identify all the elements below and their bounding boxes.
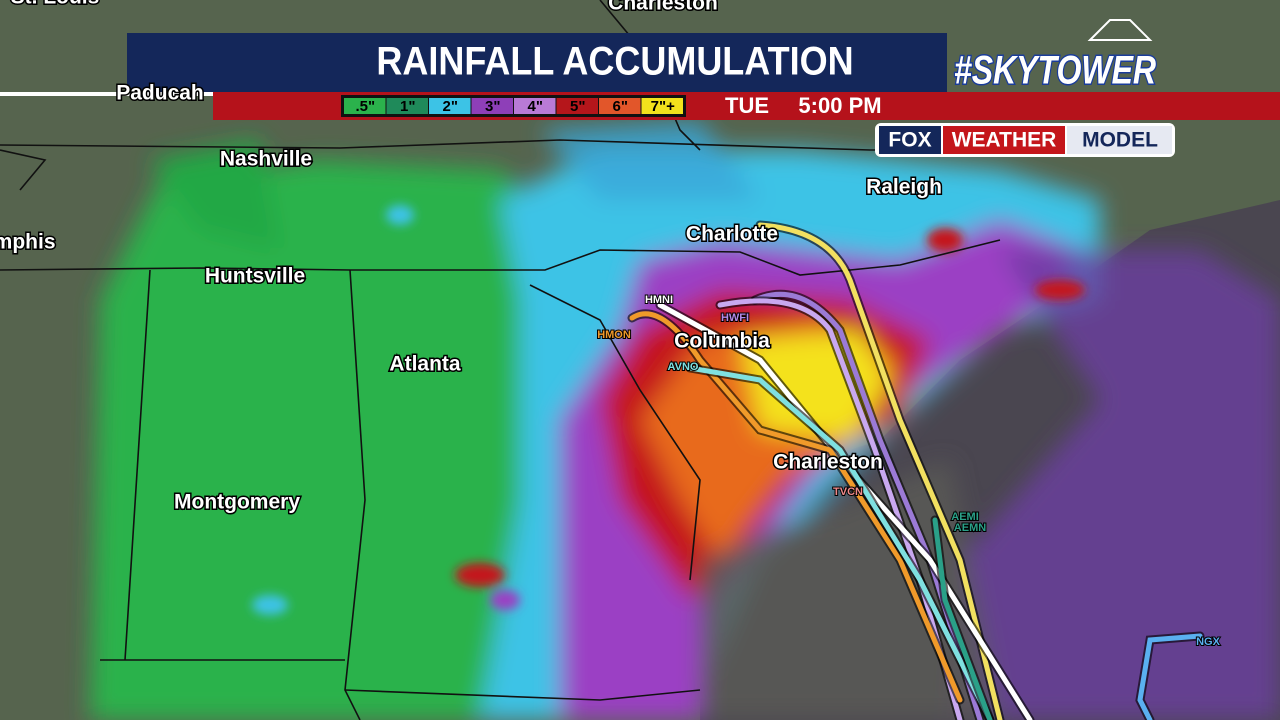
logo: FOX WEATHER MODEL [875, 123, 1175, 157]
track-label: TVCN [833, 486, 863, 498]
day: TUE [725, 93, 769, 118]
track-line [932, 517, 993, 720]
city-label: Paducah [116, 82, 204, 105]
legend-swatch [344, 98, 386, 114]
legend-swatch [599, 98, 641, 114]
city-label: Huntsville [205, 265, 305, 288]
city-label: Charlotte [686, 223, 778, 246]
city-label: Atlanta [389, 353, 460, 376]
city-label: Raleigh [866, 176, 942, 199]
track-line [757, 222, 1003, 720]
city-labels: St. Louis Charleston Paducah Nashville Memph… [0, 0, 943, 515]
header: RAINFALL ACCUMULATION #SKYTOWER .5" 1" 2" 3… [0, 19, 1280, 120]
legend-swatch [556, 98, 598, 114]
legend: .5" 1" 2" 3" 4" 5" 6" 7"+ [344, 98, 683, 115]
track-line [1137, 633, 1203, 720]
city-label: Memphis [0, 231, 56, 254]
city-label: Columbia [674, 330, 770, 353]
track-label: HWFI [721, 312, 749, 324]
legend-label: 7"+ [651, 98, 675, 115]
legend-label: 1" [400, 98, 415, 115]
track-line [752, 291, 983, 720]
legend-swatch [641, 98, 683, 114]
legend-swatch [386, 98, 428, 114]
legend-label: 6" [613, 98, 628, 115]
city-label: Charleston [773, 451, 883, 474]
logo-model: MODEL [1082, 129, 1158, 152]
legend-swatch [471, 98, 513, 114]
city-label: Nashville [220, 148, 312, 171]
legend-label: 2" [443, 98, 458, 115]
track-label: HMNI [645, 294, 673, 306]
track-label: AVNO [668, 361, 699, 373]
legend-label: 3" [485, 98, 500, 115]
legend-label: .5" [355, 98, 375, 115]
track-line [717, 298, 963, 720]
legend-swatch [514, 98, 556, 114]
track-label: HMON [597, 329, 631, 341]
track-label: AEMI [951, 511, 979, 523]
legend-label: 5" [570, 98, 585, 115]
tower-icon [1087, 19, 1153, 41]
logo-network: FOX [888, 129, 931, 152]
legend-label: 4" [528, 98, 543, 115]
city-label: Charleston [608, 0, 718, 15]
track-line [629, 311, 963, 703]
track-line [687, 365, 993, 720]
track-label: AEMN [954, 522, 986, 534]
city-label: St. Louis [11, 0, 100, 9]
track-label: NGX [1196, 636, 1221, 648]
logo-weather: WEATHER [952, 129, 1057, 152]
city-label: Montgomery [174, 491, 300, 514]
time: 5:00 PM [798, 93, 881, 118]
brand: #SKYTOWER [954, 47, 1156, 92]
title: RAINFALL ACCUMULATION [376, 40, 853, 84]
legend-swatch [429, 98, 471, 114]
